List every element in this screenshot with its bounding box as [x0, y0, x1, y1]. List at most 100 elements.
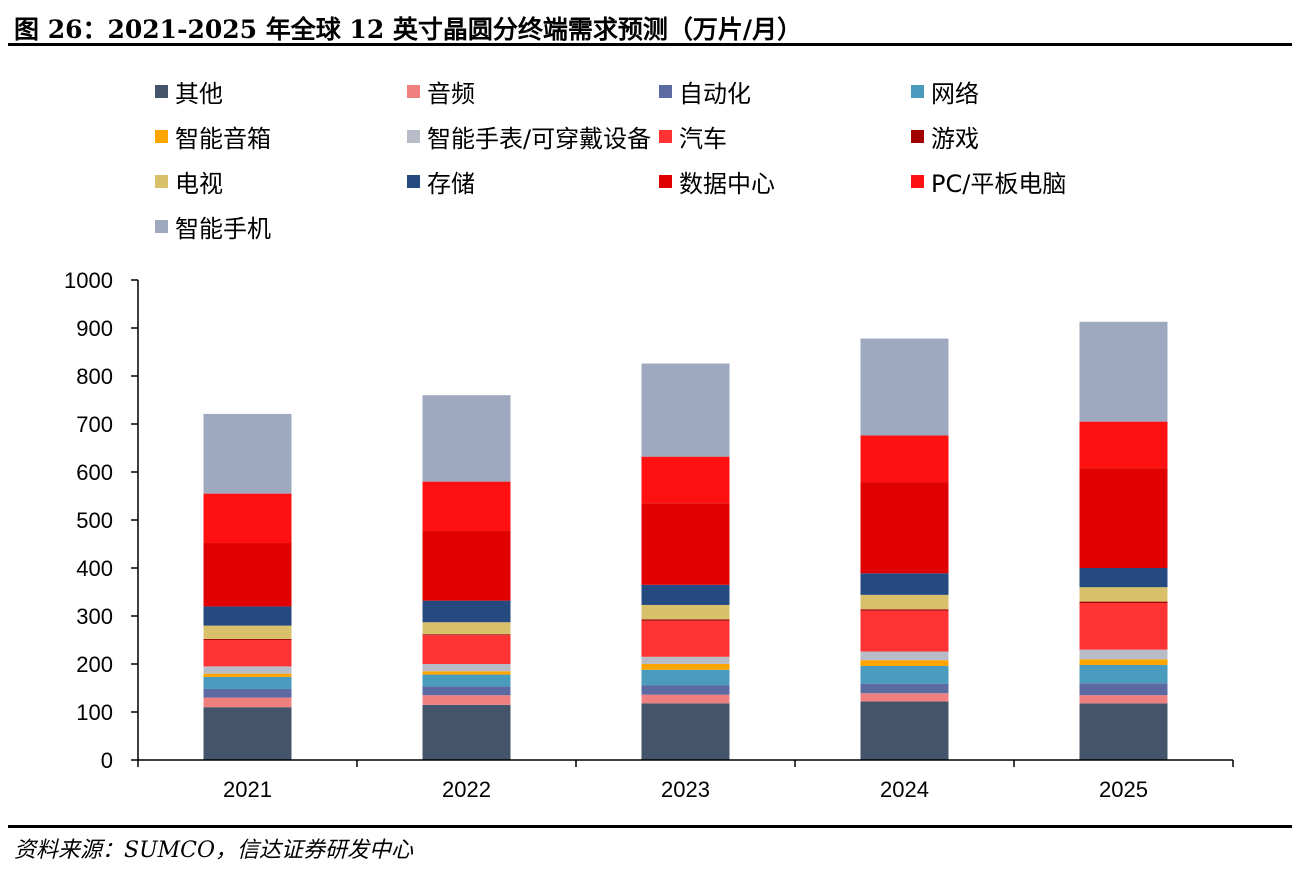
bar-segment	[1079, 659, 1168, 665]
bar-segment	[422, 686, 511, 696]
bar-segment	[860, 609, 949, 611]
legend-label: PC/平板电脑	[931, 170, 1067, 198]
legend-item: 汽车	[659, 119, 727, 154]
y-tick-label: 700	[76, 412, 113, 437]
x-tick-label: 2023	[661, 777, 710, 802]
legend-item: 电视	[155, 164, 223, 199]
bar-segment	[1079, 664, 1168, 684]
bar-segment	[1079, 695, 1168, 704]
legend-swatch	[155, 130, 168, 143]
legend-label: 智能手机	[175, 215, 271, 243]
bar-segment	[860, 482, 949, 574]
title-rule	[8, 43, 1292, 46]
bar-segment	[1079, 683, 1168, 696]
bar-segment	[203, 543, 292, 607]
bar-segment	[1079, 703, 1168, 760]
bar-segment	[203, 688, 292, 698]
legend-label: 数据中心	[679, 170, 775, 198]
y-tick-label: 1000	[64, 268, 113, 293]
legend-item: PC/平板电脑	[911, 164, 1066, 199]
legend-swatch	[911, 175, 924, 188]
legend-swatch	[407, 130, 420, 143]
bar-segment	[641, 703, 730, 760]
legend-label: 汽车	[679, 125, 727, 153]
chart-title: 图 26：2021-2025 年全球 12 英寸晶圆分终端需求预测（万片/月）	[14, 15, 803, 44]
y-tick-label: 900	[76, 316, 113, 341]
legend-item: 存储	[407, 164, 475, 199]
legend-item: 音频	[407, 74, 475, 109]
legend-swatch	[407, 85, 420, 98]
y-tick-label: 800	[76, 364, 113, 389]
bar-segment	[641, 604, 730, 620]
legend-item: 智能手机	[155, 209, 271, 244]
bar-segment	[860, 651, 949, 661]
y-tick-label: 400	[76, 556, 113, 581]
legend-swatch	[155, 175, 168, 188]
legend-swatch	[659, 85, 672, 98]
bar-segment	[860, 660, 949, 666]
bar-segment	[860, 683, 949, 694]
bar-segment	[1079, 421, 1168, 469]
legend-item: 游戏	[911, 119, 979, 154]
bar-segment	[422, 704, 511, 760]
legend-item: 数据中心	[659, 164, 775, 199]
bar-segment	[422, 635, 511, 664]
y-tick-label: 100	[76, 700, 113, 725]
y-tick-label: 600	[76, 460, 113, 485]
bar-segment	[422, 622, 511, 635]
legend-swatch	[155, 220, 168, 233]
legend-label: 自动化	[679, 80, 751, 108]
bar-segment	[860, 610, 949, 652]
y-tick-label: 0	[101, 748, 113, 773]
legend-label: 网络	[931, 80, 979, 108]
bar-segment	[860, 701, 949, 760]
bar-segment	[1079, 321, 1168, 422]
bar-segment	[203, 697, 292, 708]
legend-label: 其他	[175, 80, 223, 108]
bar-segment	[641, 694, 730, 704]
bar-segment	[1079, 468, 1168, 568]
bar-segment	[203, 413, 292, 494]
bar-segment	[203, 606, 292, 626]
bar-segment	[203, 673, 292, 677]
bar-segment	[641, 620, 730, 657]
bar-segment	[203, 639, 292, 640]
bar-segment	[860, 573, 949, 595]
bar-segment	[860, 665, 949, 684]
bar-segment	[641, 656, 730, 664]
legend-swatch	[659, 130, 672, 143]
bar-segment	[203, 640, 292, 667]
chart-legend: 其他 音频 自动化 网络 智能音箱 智能手表/可穿戴设备 汽车 游戏 电视 存储 数据中心 PC/平板…	[155, 74, 1155, 254]
bar-segment	[203, 676, 292, 689]
legend-item: 网络	[911, 74, 979, 109]
bar-segment	[422, 395, 511, 482]
bar-segment	[1079, 649, 1168, 660]
bar-segment	[641, 664, 730, 670]
legend-swatch	[911, 130, 924, 143]
bar-segment	[422, 634, 511, 636]
bar-segment	[1079, 587, 1168, 602]
legend-item: 智能手表/可穿戴设备	[407, 119, 651, 154]
legend-label: 存储	[427, 170, 475, 198]
bar-segment	[641, 456, 730, 504]
bar-segment	[422, 674, 511, 687]
bar-segment	[860, 693, 949, 702]
bar-segment	[422, 671, 511, 675]
bar-segment	[1079, 601, 1168, 604]
legend-label: 游戏	[931, 125, 979, 153]
bar-segment	[641, 619, 730, 621]
source-note: 资料来源：SUMCO，信达证券研发中心	[14, 838, 414, 863]
bar-segment	[860, 594, 949, 610]
bar-segment	[422, 481, 511, 532]
bar-segment	[641, 669, 730, 686]
x-tick-label: 2021	[223, 777, 272, 802]
bar-segment	[641, 503, 730, 585]
legend-label: 电视	[175, 170, 223, 198]
bar-segment	[203, 493, 292, 544]
bar-segment	[1079, 568, 1168, 588]
legend-item: 其他	[155, 74, 223, 109]
bar-segment	[860, 338, 949, 436]
legend-swatch	[659, 175, 672, 188]
bar-segment	[860, 435, 949, 483]
